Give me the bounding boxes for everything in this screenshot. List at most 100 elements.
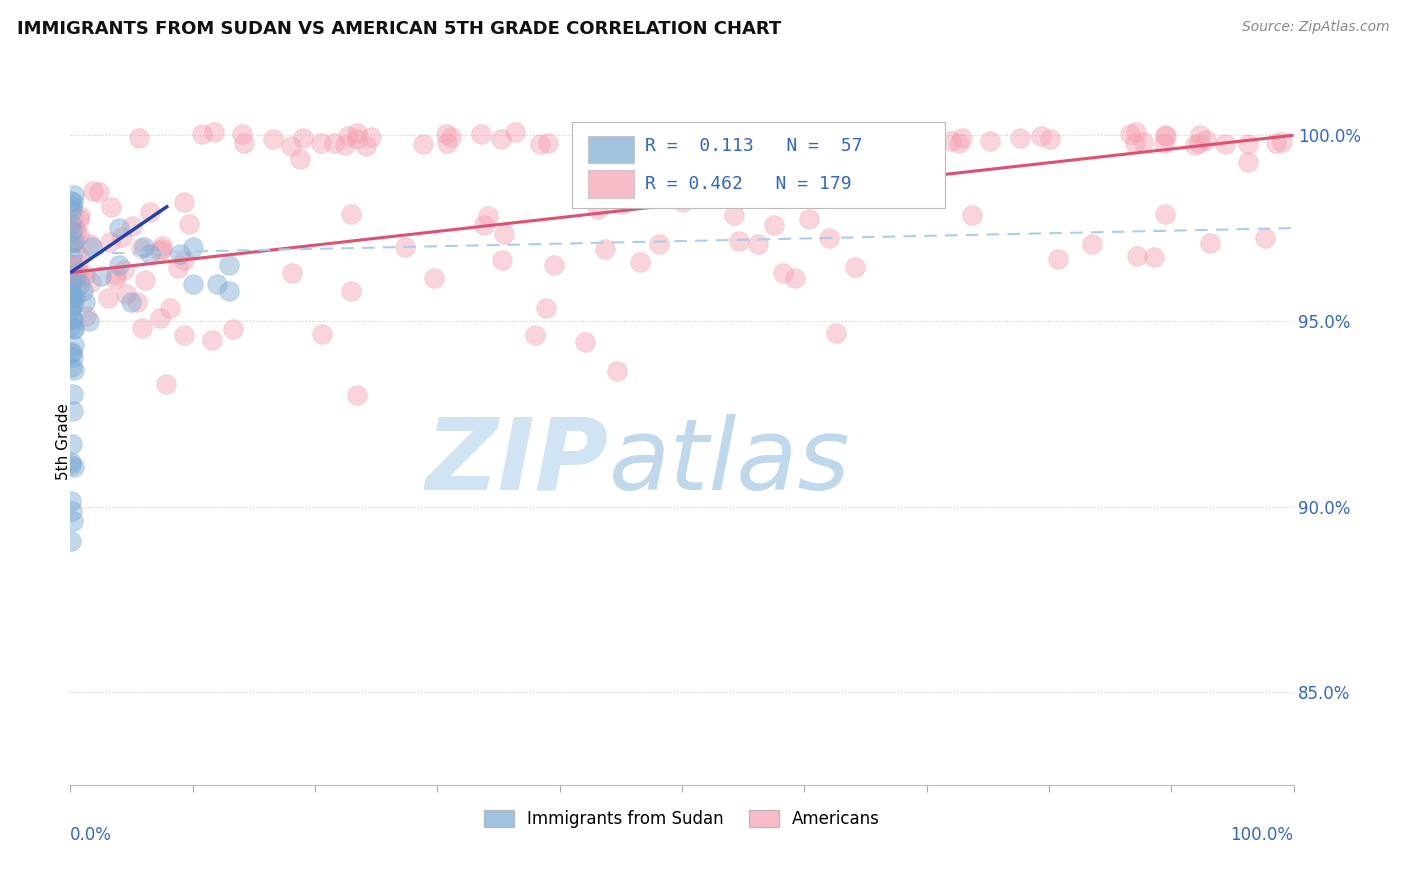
Point bbox=[87, 185, 110, 199]
Point bbox=[1081, 237, 1104, 252]
Point bbox=[139, 247, 162, 261]
Point bbox=[60, 224, 83, 238]
Point bbox=[63, 220, 86, 235]
FancyBboxPatch shape bbox=[588, 170, 634, 198]
Point bbox=[67, 249, 90, 263]
Point bbox=[66, 254, 89, 268]
Point bbox=[744, 126, 766, 140]
Point bbox=[605, 364, 627, 378]
Point bbox=[543, 258, 565, 272]
Point bbox=[529, 137, 551, 152]
Point bbox=[280, 139, 302, 153]
Point bbox=[62, 195, 84, 210]
Point bbox=[65, 290, 87, 304]
Point bbox=[63, 234, 86, 248]
Point bbox=[181, 239, 204, 253]
Point bbox=[62, 436, 84, 450]
Point bbox=[356, 139, 378, 153]
Point bbox=[505, 125, 527, 139]
Point bbox=[1195, 132, 1218, 146]
Point bbox=[758, 163, 780, 178]
Point bbox=[82, 184, 104, 198]
Point bbox=[62, 188, 84, 202]
Point bbox=[939, 134, 962, 148]
Point bbox=[60, 203, 83, 218]
Point bbox=[666, 137, 689, 152]
Point bbox=[66, 265, 89, 279]
Point bbox=[1154, 128, 1177, 142]
Point bbox=[63, 363, 86, 377]
Point bbox=[422, 271, 444, 285]
Point bbox=[173, 252, 195, 267]
Point bbox=[155, 376, 177, 391]
Point bbox=[818, 136, 841, 150]
Point bbox=[111, 230, 134, 244]
Point bbox=[72, 284, 94, 298]
Point bbox=[1237, 155, 1260, 169]
Point bbox=[80, 276, 103, 290]
Point bbox=[762, 218, 785, 232]
Point bbox=[62, 403, 84, 417]
Point bbox=[179, 217, 201, 231]
Point bbox=[610, 196, 633, 211]
Point bbox=[723, 208, 745, 222]
Point bbox=[838, 134, 860, 148]
Point bbox=[60, 534, 83, 549]
Point bbox=[1189, 128, 1212, 143]
Point bbox=[1125, 125, 1147, 139]
Point bbox=[77, 314, 100, 328]
Point bbox=[201, 333, 224, 347]
Point bbox=[1184, 138, 1206, 153]
Point bbox=[127, 295, 149, 310]
FancyBboxPatch shape bbox=[588, 136, 634, 163]
Point bbox=[121, 219, 143, 233]
Point bbox=[63, 268, 86, 282]
Point bbox=[1188, 136, 1211, 150]
Point bbox=[150, 243, 173, 257]
Point bbox=[108, 258, 131, 272]
Text: ZIP: ZIP bbox=[426, 414, 609, 510]
Point bbox=[159, 301, 181, 315]
Point bbox=[128, 131, 150, 145]
Point bbox=[346, 126, 368, 140]
Point bbox=[489, 131, 512, 145]
Point bbox=[728, 234, 751, 248]
Point bbox=[492, 227, 515, 241]
Point bbox=[59, 289, 82, 303]
Point bbox=[73, 295, 96, 310]
Point bbox=[537, 136, 560, 150]
Point bbox=[882, 191, 904, 205]
Point bbox=[59, 275, 82, 289]
Point bbox=[825, 326, 848, 340]
Point bbox=[628, 255, 651, 269]
Point bbox=[323, 136, 346, 150]
Point bbox=[60, 301, 83, 316]
Point bbox=[60, 344, 83, 359]
Point bbox=[523, 328, 546, 343]
Point bbox=[65, 224, 87, 238]
Point bbox=[60, 312, 83, 326]
Point bbox=[311, 136, 333, 150]
Point bbox=[1047, 252, 1070, 266]
Point bbox=[62, 387, 84, 401]
Point bbox=[1213, 136, 1236, 151]
Point bbox=[75, 268, 97, 282]
Point bbox=[436, 136, 458, 150]
Point bbox=[818, 231, 841, 245]
Point bbox=[218, 284, 240, 298]
Text: 100.0%: 100.0% bbox=[1230, 826, 1294, 844]
Point bbox=[747, 236, 769, 251]
Point bbox=[894, 139, 917, 153]
Point bbox=[920, 136, 942, 150]
Point bbox=[59, 217, 82, 231]
Point bbox=[60, 504, 83, 518]
Point bbox=[62, 321, 84, 335]
Point bbox=[69, 210, 91, 224]
Point bbox=[69, 270, 91, 285]
Point bbox=[231, 128, 253, 142]
Point bbox=[181, 277, 204, 291]
Point bbox=[59, 268, 82, 282]
Point bbox=[1254, 230, 1277, 244]
Point bbox=[336, 128, 359, 143]
Point bbox=[346, 388, 368, 402]
